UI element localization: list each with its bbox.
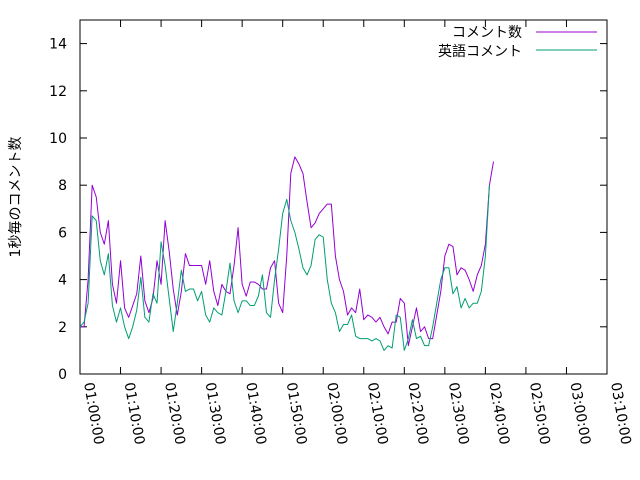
- legend-label-comments: コメント数: [452, 25, 522, 41]
- y-tick-label: 12: [49, 84, 67, 100]
- y-tick-label: 8: [58, 178, 67, 194]
- series-lines: [79, 156, 494, 351]
- legend-label-english-comments: 英語コメント: [438, 43, 522, 60]
- x-tick-label: 02:30:00: [445, 381, 472, 446]
- x-tick-label: 01:40:00: [242, 381, 269, 446]
- x-tick-label: 02:00:00: [323, 381, 350, 446]
- y-tick-label: 10: [49, 131, 67, 147]
- series-line-comments: [80, 156, 494, 347]
- x-tick-label: 01:30:00: [202, 381, 229, 446]
- y-axis: 0 2 4 6 8 10 12 14: [49, 37, 607, 383]
- y-tick-label: 14: [49, 37, 67, 53]
- x-tick-label: 01:20:00: [161, 381, 188, 446]
- x-axis: 01:00:00 01:10:00 01:20:00 01:30:00 01:40:00…: [79, 20, 634, 446]
- x-tick-label: 01:00:00: [80, 381, 107, 446]
- plot-frame: [79, 19, 608, 375]
- legend: コメント数 英語コメント: [438, 25, 597, 60]
- y-tick-label: 2: [58, 320, 67, 336]
- y-axis-label: 1秒毎のコメント数: [8, 137, 24, 258]
- x-tick-label: 02:40:00: [485, 381, 512, 446]
- x-tick-label: 02:10:00: [364, 381, 391, 446]
- x-tick-label: 02:20:00: [404, 381, 431, 446]
- x-tick-label: 03:10:00: [607, 381, 634, 446]
- y-tick-label: 6: [58, 225, 67, 241]
- x-tick-label: 01:10:00: [121, 381, 148, 446]
- x-tick-label: 03:00:00: [566, 381, 593, 446]
- x-tick-label: 02:50:00: [526, 381, 553, 446]
- series-line-english-comments: [79, 185, 490, 351]
- y-tick-label: 0: [58, 367, 67, 383]
- y-tick-label: 4: [58, 273, 67, 289]
- x-tick-label: 01:50:00: [283, 381, 310, 446]
